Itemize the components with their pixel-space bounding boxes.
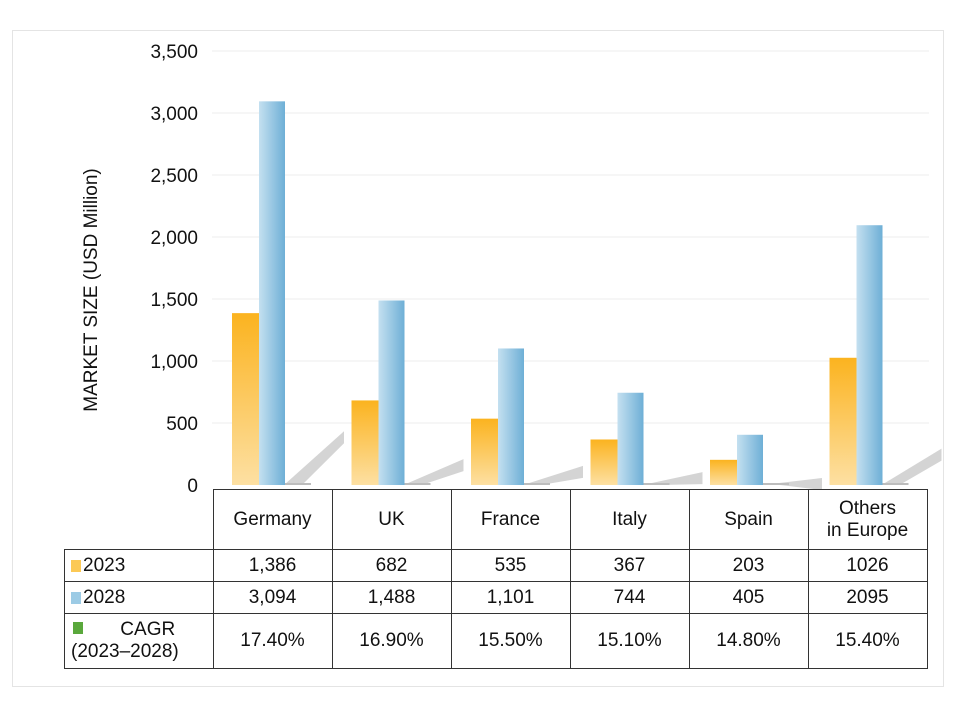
y-axis-label: MARKET SIZE (USD Million)	[81, 168, 102, 412]
data-label: 1,386	[212, 549, 333, 582]
data-label: 15.10%	[569, 613, 690, 669]
bar-shadow	[881, 448, 942, 485]
y-tick-label: 2,000	[150, 228, 198, 249]
bar-cagr	[643, 483, 670, 485]
legend-entry: 2028	[64, 581, 214, 614]
bar-2028	[856, 225, 883, 485]
bar-2028	[378, 300, 405, 485]
bar-shadow	[403, 459, 464, 485]
table-row: 2028 3,094 1,488 1,101 744 405 2095	[64, 581, 928, 614]
data-label: 744	[569, 581, 690, 614]
y-tick-label: 0	[187, 476, 198, 497]
bar-2023	[232, 313, 259, 485]
bar-cagr	[882, 483, 909, 485]
data-table: Germany UK France Italy Spain Others in Europe…	[64, 489, 928, 669]
category-label-line: France	[480, 508, 541, 530]
legend-swatch	[71, 591, 81, 604]
table-row: 2023 1,386 682 535 367 203 1026	[64, 549, 928, 582]
data-label: 17.40%	[212, 613, 333, 669]
category-label-line: Italy	[612, 508, 647, 530]
bar-2023	[590, 439, 618, 485]
category-label-line: Others	[838, 497, 897, 519]
chart-frame	[12, 30, 944, 687]
y-tick-label: 2,500	[150, 166, 198, 187]
y-tick-label: 3,000	[150, 104, 198, 125]
bar-2023	[351, 400, 379, 485]
data-label: 367	[569, 549, 690, 582]
data-label: 1026	[807, 549, 928, 582]
legend-label: CAGR	[120, 619, 176, 640]
bar-cagr	[285, 483, 311, 485]
category-label-line: Germany	[233, 508, 312, 530]
bar-2028	[498, 348, 524, 485]
bar-shadow	[642, 472, 703, 485]
data-label: 15.50%	[450, 613, 571, 669]
category-label: Spain	[688, 489, 809, 550]
legend-label: 2028	[83, 586, 126, 608]
category-label: France	[450, 489, 571, 550]
legend-label-sub: (2023–2028)	[71, 641, 179, 662]
table-row: CAGR (2023–2028) 17.40% 16.90% 15.50% 15.10% 1…	[64, 613, 928, 669]
data-label: 1,101	[450, 581, 571, 614]
bar-cagr	[763, 483, 789, 485]
category-label-line: UK	[378, 508, 405, 530]
data-label: 1,488	[331, 581, 452, 614]
data-label: 14.80%	[688, 613, 809, 669]
legend-swatch	[71, 559, 81, 572]
data-label: 16.90%	[331, 613, 452, 669]
bar-2023	[829, 357, 857, 485]
legend-entry: 2023	[64, 549, 214, 582]
bar-2028	[259, 101, 285, 486]
category-label-line: in Europe	[826, 519, 909, 541]
bar-2028	[737, 434, 763, 485]
category-label: Germany	[212, 489, 333, 550]
category-label: Others in Europe	[807, 489, 928, 550]
bar-2023	[710, 459, 737, 485]
legend-swatch	[73, 622, 83, 634]
legend-label: 2023	[83, 554, 126, 576]
category-label: Italy	[569, 489, 690, 550]
bar-cagr	[404, 483, 431, 485]
bar-cagr	[524, 483, 550, 485]
bar-shadow	[762, 477, 822, 490]
data-label: 405	[688, 581, 809, 614]
data-label: 15.40%	[807, 613, 928, 669]
bar-2028	[617, 392, 644, 485]
bar-shadow	[523, 465, 583, 485]
category-label: UK	[331, 489, 452, 550]
y-tick-label: 1,000	[150, 352, 198, 373]
data-label: 682	[331, 549, 452, 582]
data-label: 3,094	[212, 581, 333, 614]
legend-entry: CAGR (2023–2028)	[64, 613, 214, 669]
bar-shadow	[284, 431, 344, 485]
y-tick-label: 500	[166, 414, 198, 435]
y-tick-label: 1,500	[150, 290, 198, 311]
data-label: 203	[688, 549, 809, 582]
bar-2023	[471, 418, 498, 485]
data-label: 535	[450, 549, 571, 582]
y-tick-label: 3,500	[150, 42, 198, 63]
data-label: 2095	[807, 581, 928, 614]
category-label-line: Spain	[724, 508, 773, 530]
